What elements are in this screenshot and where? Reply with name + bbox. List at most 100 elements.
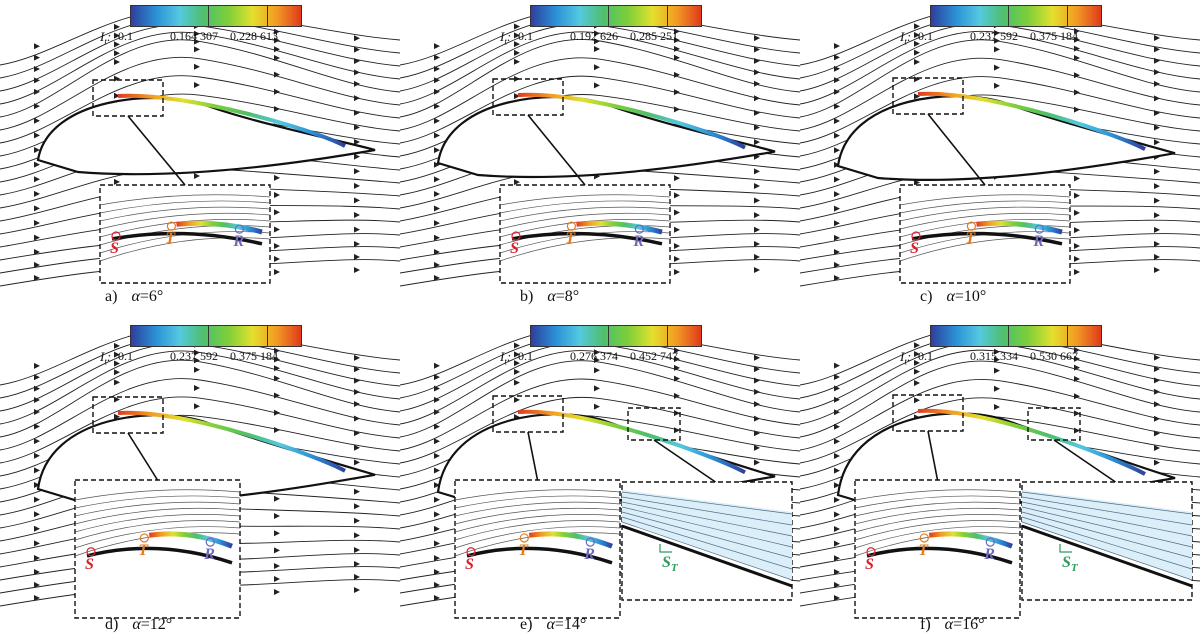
streamline: [400, 31, 800, 105]
streamline: [800, 360, 1200, 438]
boundary-layer-contour: [917, 408, 1146, 476]
streamline-plot: [400, 327, 800, 619]
marker-label-st: ST: [1062, 554, 1078, 575]
panel-caption: e) α=14°: [520, 616, 587, 633]
marker-circle-s: [86, 547, 96, 557]
streamline: [800, 76, 1200, 144]
marker-circle-t: [166, 221, 176, 231]
colorbar-tick-label: 0.1: [518, 29, 533, 43]
colorbar-tick-label: 0.192 626: [570, 29, 618, 43]
colorbar-tick-label: 0.276 374: [570, 349, 618, 363]
streamline: [0, 350, 400, 425]
colorbar-tick-label: 0.375 184: [230, 349, 278, 363]
marker-label-s: S: [510, 239, 519, 257]
colorbar-tick-label: 0.1: [118, 349, 133, 363]
panel-caption: b) α=8°: [520, 288, 580, 305]
colorbar-variable-label: It:: [900, 29, 912, 47]
marker-circle-s: [466, 547, 476, 557]
marker-label-r: R: [1033, 233, 1045, 251]
inset-airfoil-surface: [511, 231, 663, 246]
marker-label-t: T: [165, 230, 176, 248]
boundary-layer-contour: [517, 92, 746, 150]
marker-circle-s: [111, 231, 121, 241]
marker-bracket-st: [659, 544, 672, 553]
colorbar-tick-label: 0.228 613: [230, 29, 278, 43]
streamline: [0, 359, 400, 438]
streamline: [400, 75, 800, 144]
colorbar-tick-label: 0.237 592: [970, 29, 1018, 43]
marker-label-s: S: [910, 239, 919, 257]
marker-label-r: R: [633, 233, 645, 251]
zoom-connector: [127, 115, 186, 186]
marker-label-s: S: [110, 239, 119, 257]
colorbar-tick-label: 0.1: [118, 29, 133, 43]
marker-circle-t: [966, 221, 976, 231]
streamline-plot: [0, 327, 400, 619]
marker-circle-r: [985, 537, 995, 547]
streamline: [0, 75, 400, 144]
colorbar-tick-label: 0.530 667: [1030, 349, 1078, 363]
zoom-source-box-2: [627, 407, 681, 441]
inset-airfoil-surface: [111, 231, 263, 246]
streamline: [800, 397, 1200, 464]
colorbar-tick-label: 0.237 592: [170, 349, 218, 363]
colorbar-tick-label: 0.375 184: [1030, 29, 1078, 43]
marker-circle-s: [511, 231, 521, 241]
panel-e: S T R ST It: 0.1 0.276 374 0.452 747 e) α=14°: [400, 320, 800, 639]
marker-circle-t: [519, 533, 529, 543]
panel-caption: f) α=16°: [920, 616, 985, 633]
panel-c: S T R It: 0.1 0.237 592 0.375 184 c) α=10°: [800, 0, 1200, 319]
marker-circle-r: [634, 224, 644, 234]
streamline: [0, 39, 400, 118]
streamline: [400, 378, 800, 451]
streamline: [400, 57, 800, 131]
marker-label-r: R: [984, 546, 995, 564]
streamline: [400, 38, 800, 118]
zoom-connector: [927, 113, 986, 186]
colorbar-variable-label: It:: [100, 349, 112, 367]
colorbar: [930, 325, 1102, 347]
marker-label-s: S: [865, 555, 874, 573]
boundary-layer-contour: [117, 93, 346, 148]
streamline: [0, 56, 400, 131]
marker-label-r: R: [233, 233, 245, 251]
colorbar-tick-label: 0.315 334: [970, 349, 1018, 363]
colorbar-tick-label: 0.1: [918, 29, 933, 43]
colorbar-variable-label: It:: [900, 349, 912, 367]
boundary-layer-contour: [117, 410, 346, 473]
marker-circle-r: [1034, 224, 1044, 234]
panel-caption: d) α=12°: [105, 616, 173, 633]
colorbar-tick-label: 0.1: [918, 349, 933, 363]
streamline: [0, 396, 400, 464]
zoom-source-box-2: [1027, 407, 1081, 441]
streamline-plot: [800, 7, 1200, 287]
inset-airfoil-surface: [86, 546, 233, 565]
marker-circle-t: [919, 533, 929, 543]
marker-label-r: R: [204, 546, 215, 564]
colorbar-variable-label: It:: [100, 29, 112, 47]
colorbar: [530, 5, 702, 27]
marker-circle-r: [585, 537, 595, 547]
streamline: [800, 39, 1200, 118]
colorbar-tick-label: 0.164 307: [170, 29, 218, 43]
inset-boundary-layer: [176, 220, 263, 235]
marker-circle-t: [566, 221, 576, 231]
marker-circle-s: [866, 547, 876, 557]
streamline: [800, 30, 1200, 105]
marker-label-t: T: [565, 230, 576, 248]
zoom-connector: [127, 432, 159, 481]
inset-boundary-layer: [976, 220, 1063, 235]
marker-label-t: T: [518, 541, 529, 559]
zoom-connector: [527, 114, 586, 186]
boundary-layer-contour: [917, 91, 1146, 151]
panel-b: S T R It: 0.1 0.192 626 0.285 251 b) α=8°: [400, 0, 800, 319]
panel-f: S T R ST It: 0.1 0.315 334 0.530 667 f) α=16°: [800, 320, 1200, 639]
colorbar: [130, 325, 302, 347]
streamline-plot: [400, 8, 800, 287]
zoom-connector: [527, 431, 539, 481]
colorbar-tick-label: 0.1: [518, 349, 533, 363]
marker-circle-r: [234, 224, 244, 234]
streamline: [0, 31, 400, 105]
zoom-connector: [927, 430, 939, 481]
panel-caption: c) α=10°: [920, 288, 987, 305]
